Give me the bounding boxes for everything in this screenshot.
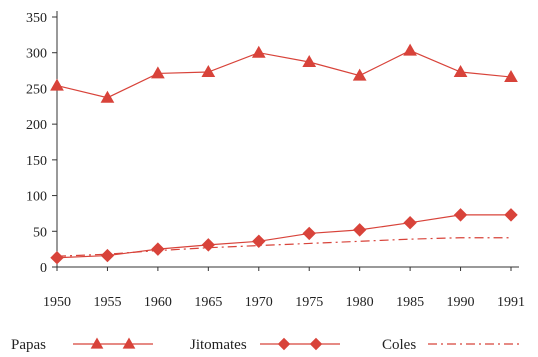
diamond-marker xyxy=(453,208,468,222)
y-axis-ticks: 0 50 100 150 200 250 300 350 xyxy=(26,11,57,276)
diamond-marker xyxy=(50,251,64,265)
triangle-marker xyxy=(201,64,216,77)
x-tick-label: 1980 xyxy=(346,295,374,310)
triangle-marker xyxy=(251,45,266,58)
y-tick-label: 50 xyxy=(33,225,47,240)
triangle-marker xyxy=(100,90,115,103)
triangle-marker xyxy=(122,337,136,349)
series-line-jitomates xyxy=(56,214,511,259)
x-tick-label: 1991 xyxy=(497,295,525,310)
diamond-marker xyxy=(403,216,417,230)
diamond-marker xyxy=(201,238,216,252)
y-tick-label: 200 xyxy=(26,118,47,133)
triangle-marker xyxy=(403,43,417,56)
y-tick-label: 250 xyxy=(26,82,47,97)
chart-axes xyxy=(53,11,519,271)
y-tick-label: 350 xyxy=(26,11,47,26)
y-tick-label: 150 xyxy=(26,154,47,169)
diamond-marker xyxy=(302,226,316,241)
x-tick-label: 1950 xyxy=(43,295,71,310)
diamond-marker xyxy=(277,337,291,351)
diamond-marker xyxy=(100,248,115,263)
diamond-marker xyxy=(504,208,518,222)
series-jitomates xyxy=(50,208,518,265)
x-tick-label: 1960 xyxy=(144,295,172,310)
triangle-marker xyxy=(50,78,64,91)
legend-label: Coles xyxy=(382,337,416,353)
triangle-marker xyxy=(504,69,518,82)
x-tick-label: 1985 xyxy=(396,295,424,310)
legend-item-papas: Papas xyxy=(11,337,153,353)
legend-item-jitomates: Jitomates xyxy=(190,337,340,353)
legend-item-coles: Coles xyxy=(382,337,523,353)
x-tick-label: 1975 xyxy=(295,295,323,310)
x-tick-label: 1965 xyxy=(194,295,222,310)
diamond-marker xyxy=(352,223,367,237)
diamond-marker xyxy=(151,242,165,256)
legend: Papas Jitomates Coles xyxy=(11,337,523,353)
legend-label: Jitomates xyxy=(190,337,247,353)
legend-label: Papas xyxy=(11,337,46,353)
diamond-marker xyxy=(309,337,323,351)
x-tick-label: 1955 xyxy=(93,295,121,310)
y-tick-label: 100 xyxy=(26,190,47,205)
triangle-marker xyxy=(302,54,317,67)
y-tick-label: 0 xyxy=(40,261,47,276)
triangle-marker xyxy=(352,68,367,81)
diamond-marker xyxy=(252,234,266,248)
y-tick-label: 300 xyxy=(26,47,47,62)
triangle-marker xyxy=(453,64,468,77)
series-line-papas xyxy=(56,49,512,99)
series-layer xyxy=(50,43,518,265)
series-papas xyxy=(50,43,518,103)
x-axis-ticks: 1950 1955 1960 1965 1970 1975 1980 1985 1990 1991 xyxy=(43,267,525,310)
x-tick-label: 1970 xyxy=(245,295,273,310)
triangle-marker xyxy=(151,66,165,79)
triangle-marker xyxy=(90,337,104,349)
x-tick-label: 1990 xyxy=(447,295,475,310)
